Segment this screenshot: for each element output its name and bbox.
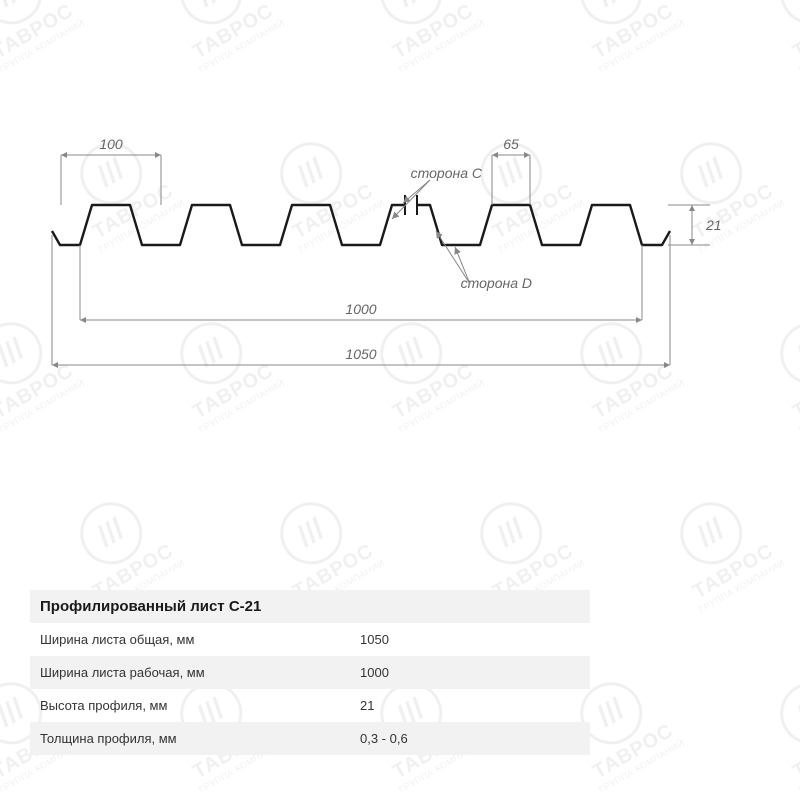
spec-label: Толщина профиля, мм xyxy=(40,731,360,746)
svg-text:1000: 1000 xyxy=(345,301,376,317)
profile-path xyxy=(52,205,670,245)
spec-value: 0,3 - 0,6 xyxy=(360,731,480,746)
table-title: Профилированный лист С-21 xyxy=(30,590,590,623)
table-row: Ширина листа рабочая, мм1000 xyxy=(30,656,590,689)
svg-text:65: 65 xyxy=(503,136,519,152)
spec-value: 1000 xyxy=(360,665,480,680)
spec-label: Ширина листа общая, мм xyxy=(40,632,360,647)
table-row: Высота профиля, мм21 xyxy=(30,689,590,722)
svg-text:100: 100 xyxy=(99,136,123,152)
svg-text:1050: 1050 xyxy=(345,346,376,362)
table-row: Ширина листа общая, мм1050 xyxy=(30,623,590,656)
profile-diagram: 100 65 21 сторона С сторона D 1000 1050 xyxy=(0,0,800,560)
spec-label: Ширина листа рабочая, мм xyxy=(40,665,360,680)
spec-label: Высота профиля, мм xyxy=(40,698,360,713)
spec-table: Профилированный лист С-21 Ширина листа о… xyxy=(30,590,590,755)
svg-text:сторона D: сторона D xyxy=(461,275,532,291)
table-row: Толщина профиля, мм0,3 - 0,6 xyxy=(30,722,590,755)
spec-value: 1050 xyxy=(360,632,480,647)
svg-text:сторона С: сторона С xyxy=(411,165,483,181)
svg-text:21: 21 xyxy=(705,217,722,233)
spec-value: 21 xyxy=(360,698,480,713)
